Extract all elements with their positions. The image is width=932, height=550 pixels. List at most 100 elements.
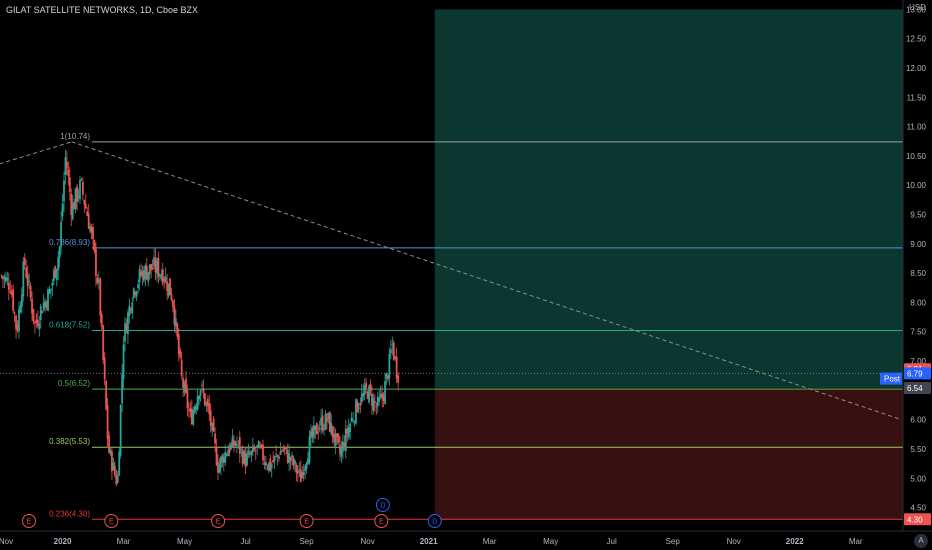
candle-body [350,417,353,422]
x-tick-label: Nov [727,537,741,546]
candle-body [301,472,304,479]
candle-body [19,305,22,313]
candle-body [74,188,77,209]
candle-body [189,408,192,412]
candle-body [108,435,110,453]
candle-body [198,395,200,400]
candle-body [334,433,337,446]
candle-body [305,462,308,469]
candle-body [382,395,385,401]
candle-body [266,467,269,469]
candle-body [29,285,32,298]
candle-body [282,449,285,451]
candle-body [6,277,9,281]
candle-body [209,410,212,426]
event-marker-label: E [109,519,114,526]
candle-body [254,450,257,452]
candle-body [276,455,279,457]
candle-body [81,181,84,195]
x-tick-label: 2021 [420,537,438,546]
candle-body [288,453,291,463]
auto-scale-button[interactable]: A [914,534,928,548]
candle-body [326,418,328,422]
candle-body [346,428,349,434]
candle-body [256,445,259,448]
candle-body [20,294,23,307]
candle-body [67,169,70,177]
candle-body [302,471,305,476]
candle-body [275,453,277,455]
candle-body [241,450,244,465]
candle-body [308,436,311,463]
event-marker [211,514,226,528]
x-tick-label: Mar [849,537,863,546]
candle-body [26,274,29,287]
candle-body [112,462,115,471]
candle-body [368,385,370,403]
candle-body [253,448,256,450]
candle-body [320,418,323,426]
candle-body [230,443,232,450]
candle-body [77,195,80,198]
y-tick-label: 10.00 [906,181,927,190]
candle-body [292,457,295,466]
candle-body [9,290,12,293]
candle-body [323,428,325,431]
candle-body [270,464,273,469]
candle-body [166,281,169,292]
y-tick-label: 13.00 [906,5,927,14]
candle-body [116,475,119,483]
candle-body [70,193,73,215]
candle-body [318,427,321,430]
candle-body [51,282,54,287]
candle-body [160,274,163,279]
candle-body [324,413,327,430]
candle-body [39,306,42,320]
candle-body [80,178,83,180]
candle-body [68,176,71,193]
y-tick-label: 4.50 [910,504,926,513]
candle-body [158,274,161,276]
candle-body [192,410,195,425]
candle-body [215,446,218,465]
candle-body [41,311,44,314]
candle-body [42,302,45,310]
candle-body [337,434,340,443]
candle-body [185,378,187,393]
candle-body [35,319,38,324]
candle-body [237,441,240,442]
candle-body [251,445,254,453]
candle-body [395,356,398,379]
y-tick-label: 5.00 [910,474,926,483]
candle-body [61,203,64,217]
candle-body [151,267,154,270]
candle-body [355,399,357,424]
x-tick-label: May [543,537,558,546]
candle-body [144,265,147,279]
candle-body [373,401,376,403]
candle-body [177,334,180,354]
candle-body [128,305,131,317]
candle-body [188,410,190,412]
candle-body [45,302,48,308]
candle-body [157,257,160,278]
candle-body [22,261,25,297]
candle-body [87,213,90,229]
candle-body [31,298,33,314]
event-marker [375,498,390,512]
candle-body [60,221,62,247]
candle-body [247,451,250,455]
candle-body [388,353,391,378]
candle-body [385,372,388,379]
candle-body [134,291,137,295]
candle-body [12,289,15,311]
event-marker [427,514,442,528]
candle-body [262,444,264,461]
candle-body [148,264,151,275]
candle-body [199,390,202,396]
candle-body [63,180,65,202]
y-tick-label: 11.50 [907,93,927,102]
candle-body [217,461,219,473]
candle-body [218,464,221,473]
